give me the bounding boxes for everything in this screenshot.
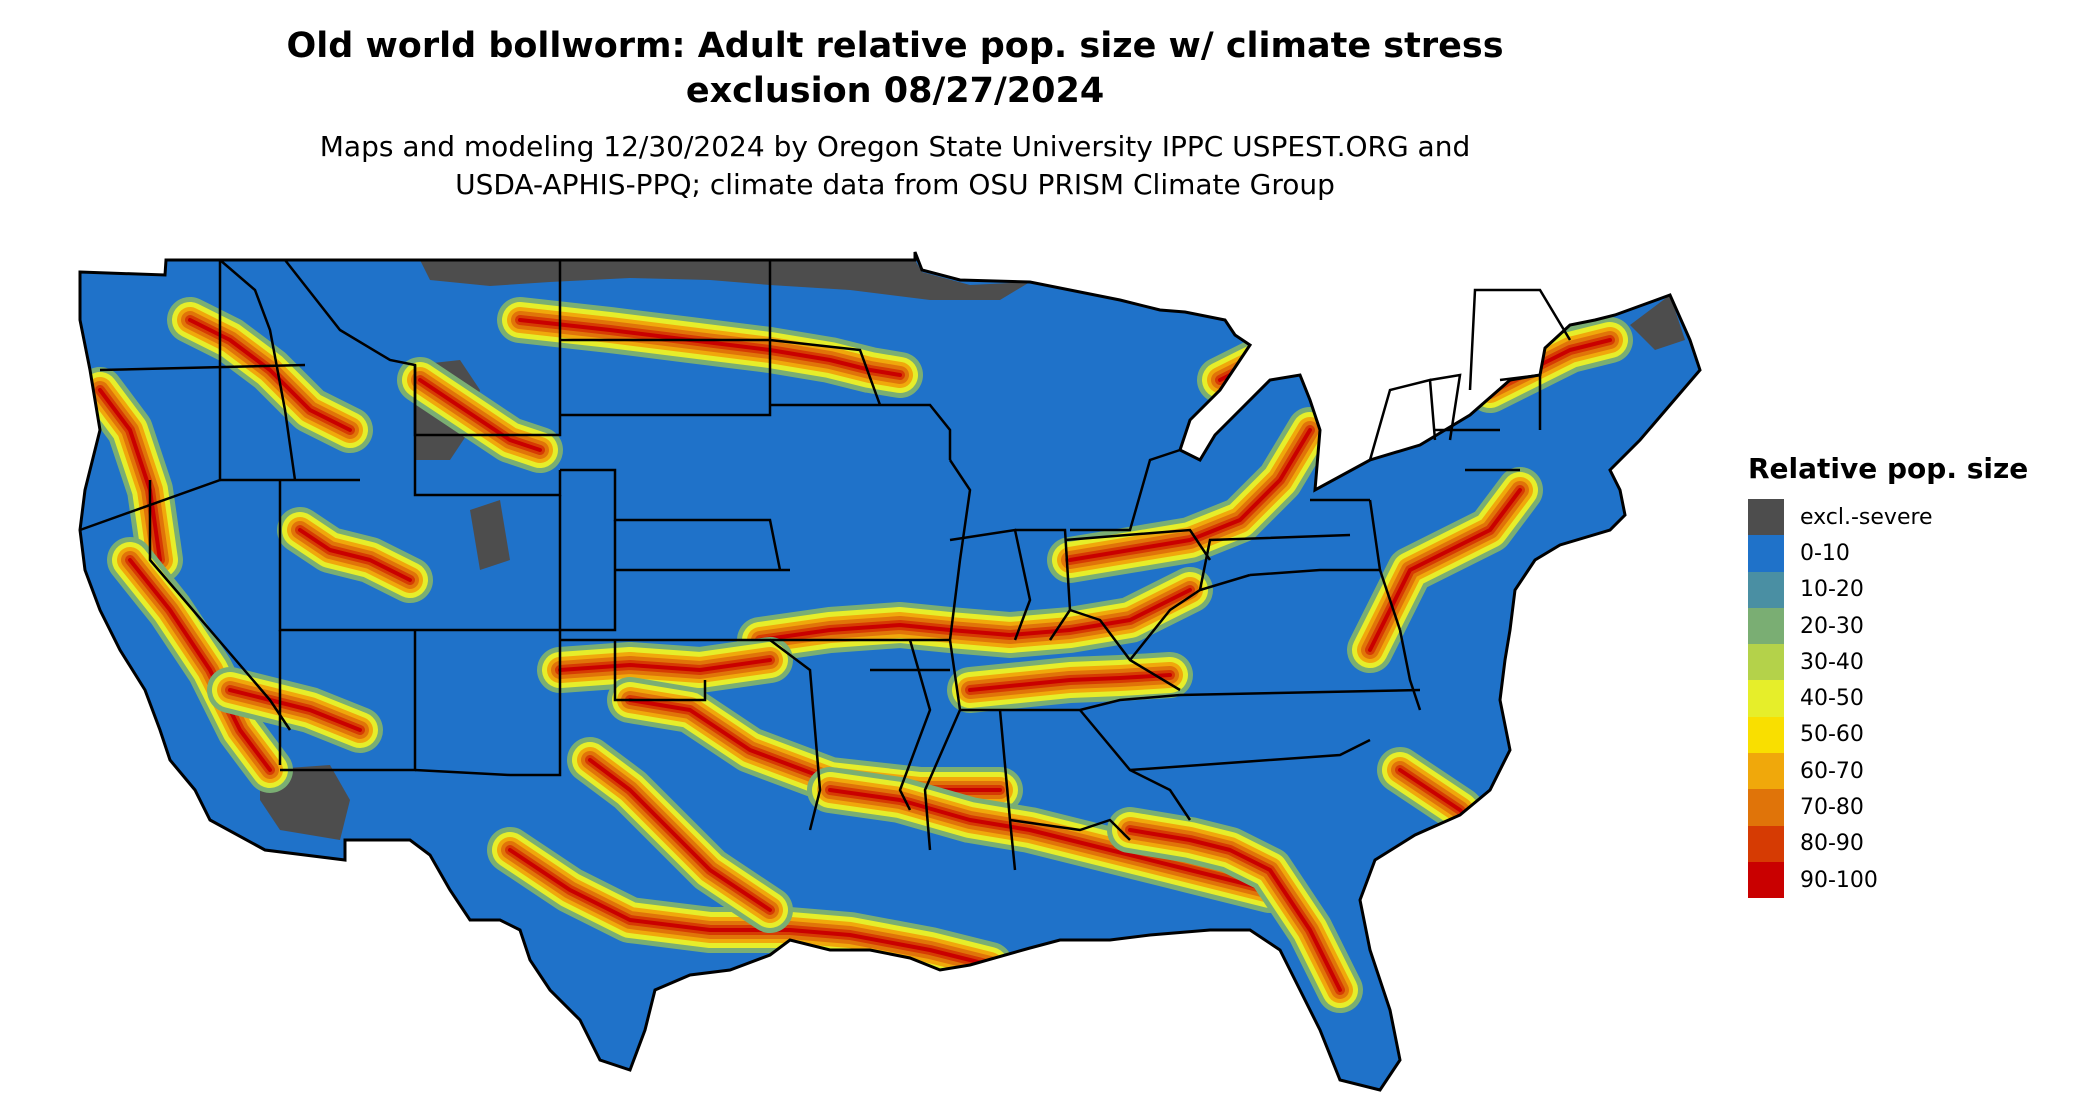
legend-label: 80-90 <box>1800 831 1864 857</box>
subtitle-line-2: USDA-APHIS-PPQ; climate data from OSU PR… <box>455 168 1335 201</box>
legend-label: 30-40 <box>1800 649 1864 675</box>
legend-swatch <box>1748 825 1784 862</box>
legend-item: 50-60 <box>1748 716 2088 754</box>
legend-label: 70-80 <box>1800 795 1864 821</box>
legend-item: excl.-severe <box>1748 499 2088 536</box>
legend-title: Relative pop. size <box>1748 452 2029 485</box>
excluded-region <box>470 500 510 570</box>
legend-item: 10-20 <box>1748 571 2088 608</box>
legend-swatch <box>1748 680 1784 717</box>
suitability-band <box>828 788 1272 892</box>
legend-label: 50-60 <box>1800 722 1864 748</box>
legend-swatch <box>1748 499 1784 536</box>
suitability-band <box>228 688 362 732</box>
suitability-band <box>1368 488 1522 652</box>
suitability-band <box>1128 828 1342 992</box>
legend-item: 60-70 <box>1748 753 2088 790</box>
suitability-band <box>98 388 162 562</box>
legend-swatch <box>1748 571 1784 608</box>
suitability-band <box>508 848 992 967</box>
legend-item: 30-40 <box>1748 644 2088 681</box>
suitability-band <box>128 558 272 772</box>
legend: Relative pop. size excl.-severe 0-10 10-20… <box>1748 452 2088 899</box>
legend-label: 90-100 <box>1800 867 1878 893</box>
legend-label: 0-10 <box>1800 540 1850 566</box>
state-boundaries <box>79 259 1572 871</box>
legend-swatch <box>1748 644 1784 681</box>
legend-swatch <box>1748 535 1784 572</box>
legend-item: 0-10 <box>1748 535 2088 572</box>
title-line-1: Old world bollworm: Adult relative pop. … <box>286 26 1504 66</box>
legend-swatch <box>1748 716 1784 754</box>
chart-subtitle: Maps and modeling 12/30/2024 by Oregon S… <box>0 128 1790 204</box>
suitability-band <box>418 378 542 452</box>
legend-swatch <box>1748 789 1784 826</box>
excluded-region <box>1630 295 1685 350</box>
legend-item: 70-80 <box>1748 789 2088 826</box>
suitability-band <box>298 528 412 582</box>
excluded-region <box>420 260 1030 300</box>
us-map <box>78 250 1702 1092</box>
legend-swatch <box>1748 607 1784 645</box>
legend-label: excl.-severe <box>1800 504 1933 530</box>
suitability-band <box>1068 428 1312 562</box>
chart-title: Old world bollworm: Adult relative pop. … <box>0 24 1790 114</box>
suitability-band <box>558 658 772 672</box>
legend-label: 40-50 <box>1800 686 1864 712</box>
subtitle-line-1: Maps and modeling 12/30/2024 by Oregon S… <box>319 130 1471 163</box>
legend-label: 10-20 <box>1800 577 1864 603</box>
suitability-band <box>588 758 772 912</box>
legend-items: excl.-severe 0-10 10-20 20-30 30-40 40-50 50-6… <box>1748 499 2088 899</box>
legend-item: 90-100 <box>1748 861 2088 899</box>
suitability-band <box>968 673 1172 692</box>
legend-item: 20-30 <box>1748 607 2088 645</box>
title-line-2: exclusion 08/27/2024 <box>685 71 1105 111</box>
legend-item: 80-90 <box>1748 825 2088 862</box>
suitability-band <box>188 318 352 432</box>
legend-label: 20-30 <box>1800 613 1864 639</box>
legend-label: 60-70 <box>1800 758 1864 784</box>
legend-item: 40-50 <box>1748 680 2088 717</box>
legend-swatch <box>1748 861 1784 899</box>
legend-swatch <box>1748 753 1784 790</box>
suitability-band <box>758 588 1192 642</box>
